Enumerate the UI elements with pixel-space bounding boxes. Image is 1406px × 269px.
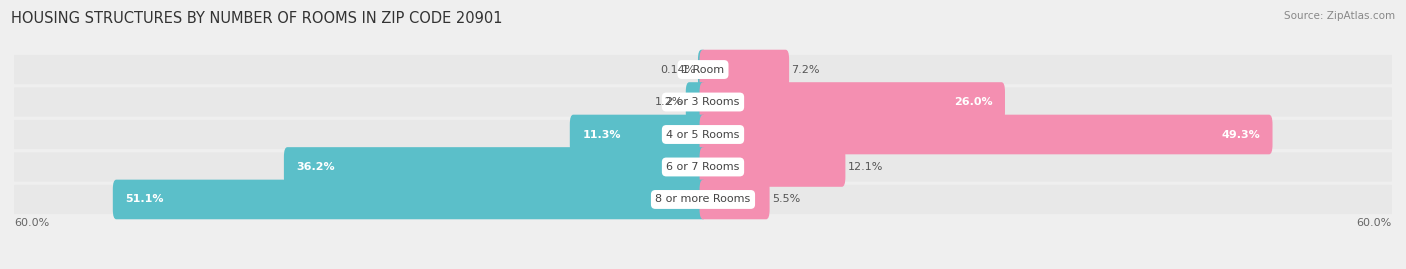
Text: 60.0%: 60.0% <box>14 218 49 228</box>
FancyBboxPatch shape <box>700 50 789 89</box>
Text: 1.2%: 1.2% <box>655 97 683 107</box>
Text: HOUSING STRUCTURES BY NUMBER OF ROOMS IN ZIP CODE 20901: HOUSING STRUCTURES BY NUMBER OF ROOMS IN… <box>11 11 503 26</box>
Text: 51.1%: 51.1% <box>125 194 165 204</box>
FancyBboxPatch shape <box>284 147 706 187</box>
FancyBboxPatch shape <box>700 180 769 219</box>
Text: 8 or more Rooms: 8 or more Rooms <box>655 194 751 204</box>
Text: 49.3%: 49.3% <box>1222 129 1260 140</box>
FancyBboxPatch shape <box>700 82 1005 122</box>
Text: 60.0%: 60.0% <box>1357 218 1392 228</box>
Text: Source: ZipAtlas.com: Source: ZipAtlas.com <box>1284 11 1395 21</box>
Text: 5.5%: 5.5% <box>772 194 800 204</box>
FancyBboxPatch shape <box>14 152 1392 182</box>
FancyBboxPatch shape <box>14 185 1392 214</box>
Text: 12.1%: 12.1% <box>848 162 883 172</box>
Text: 11.3%: 11.3% <box>582 129 621 140</box>
FancyBboxPatch shape <box>14 55 1392 84</box>
Text: 2 or 3 Rooms: 2 or 3 Rooms <box>666 97 740 107</box>
Text: 4 or 5 Rooms: 4 or 5 Rooms <box>666 129 740 140</box>
FancyBboxPatch shape <box>700 115 1272 154</box>
Text: 36.2%: 36.2% <box>297 162 335 172</box>
Text: 26.0%: 26.0% <box>953 97 993 107</box>
FancyBboxPatch shape <box>697 50 706 89</box>
Text: 7.2%: 7.2% <box>792 65 820 75</box>
Text: 1 Room: 1 Room <box>682 65 724 75</box>
Text: 6 or 7 Rooms: 6 or 7 Rooms <box>666 162 740 172</box>
FancyBboxPatch shape <box>14 120 1392 149</box>
FancyBboxPatch shape <box>112 180 706 219</box>
FancyBboxPatch shape <box>569 115 706 154</box>
Text: 0.14%: 0.14% <box>661 65 696 75</box>
FancyBboxPatch shape <box>700 147 845 187</box>
FancyBboxPatch shape <box>14 87 1392 117</box>
FancyBboxPatch shape <box>686 82 706 122</box>
